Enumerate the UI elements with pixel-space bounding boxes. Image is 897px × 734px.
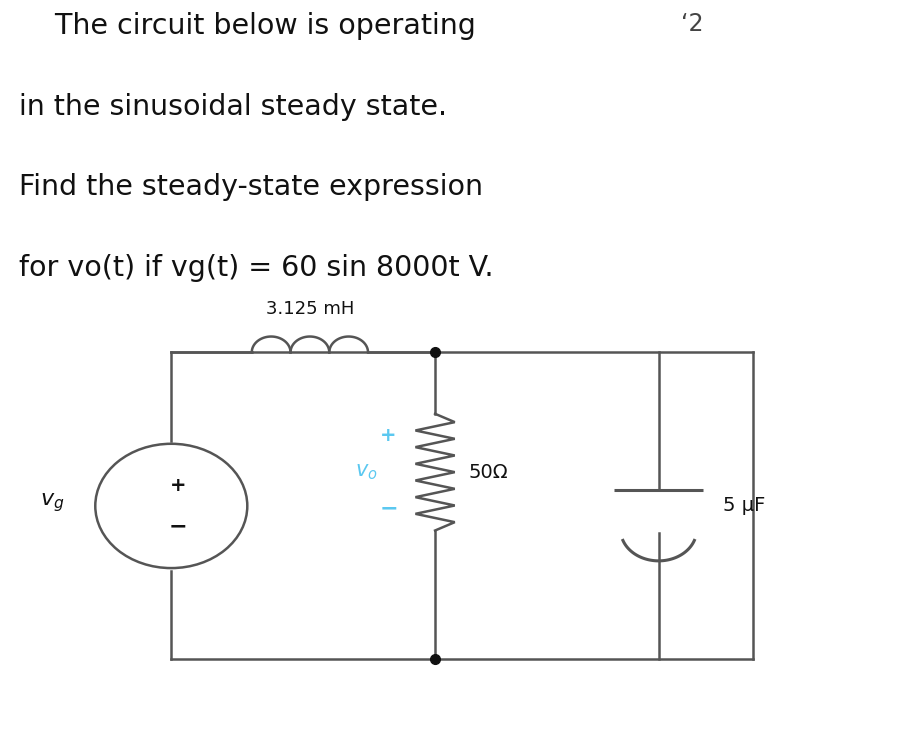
Text: $v_o$: $v_o$ <box>355 462 378 482</box>
Text: +: + <box>170 476 187 495</box>
Text: −: − <box>170 517 187 537</box>
Text: The circuit below is operating: The circuit below is operating <box>19 12 476 40</box>
Text: 5 μF: 5 μF <box>723 496 765 515</box>
Text: ‘2: ‘2 <box>681 12 703 37</box>
Text: $v_g$: $v_g$ <box>39 491 64 514</box>
Text: Find the steady-state expression: Find the steady-state expression <box>19 173 483 201</box>
Text: −: − <box>379 498 398 518</box>
Text: +: + <box>380 426 396 446</box>
Text: for vo(t) if vg(t) = 60 sin 8000t V.: for vo(t) if vg(t) = 60 sin 8000t V. <box>19 254 494 282</box>
Text: 3.125 mH: 3.125 mH <box>266 300 354 319</box>
Text: in the sinusoidal steady state.: in the sinusoidal steady state. <box>19 92 448 121</box>
Text: 50Ω: 50Ω <box>468 462 508 482</box>
